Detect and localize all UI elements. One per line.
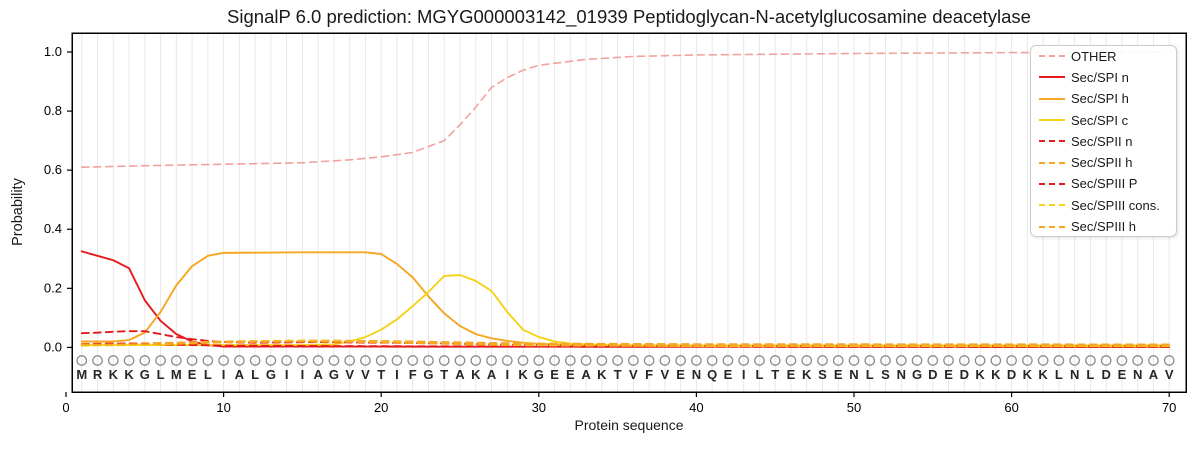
svg-text:E: E <box>1118 367 1127 382</box>
svg-text:Q: Q <box>707 367 717 382</box>
svg-text:S: S <box>818 367 827 382</box>
svg-text:F: F <box>645 367 653 382</box>
svg-text:E: E <box>676 367 685 382</box>
svg-text:K: K <box>991 367 1001 382</box>
svg-text:M: M <box>171 367 182 382</box>
svg-text:K: K <box>124 367 134 382</box>
svg-text:G: G <box>423 367 433 382</box>
svg-text:K: K <box>1023 367 1033 382</box>
svg-text:V: V <box>661 367 670 382</box>
svg-text:I: I <box>742 367 746 382</box>
svg-text:10: 10 <box>216 400 230 415</box>
svg-text:30: 30 <box>532 400 546 415</box>
svg-text:K: K <box>975 367 985 382</box>
svg-text:0.2: 0.2 <box>44 280 62 295</box>
svg-text:E: E <box>944 367 953 382</box>
svg-text:A: A <box>313 367 323 382</box>
svg-text:T: T <box>440 367 448 382</box>
svg-text:N: N <box>1070 367 1079 382</box>
svg-text:A: A <box>487 367 497 382</box>
svg-text:0.6: 0.6 <box>44 162 62 177</box>
svg-text:20: 20 <box>374 400 388 415</box>
svg-text:D: D <box>928 367 937 382</box>
svg-text:L: L <box>204 367 212 382</box>
svg-text:I: I <box>505 367 509 382</box>
svg-text:L: L <box>755 367 763 382</box>
svg-text:E: E <box>834 367 843 382</box>
svg-text:G: G <box>534 367 544 382</box>
svg-text:0.8: 0.8 <box>44 103 62 118</box>
svg-text:D: D <box>1101 367 1110 382</box>
svg-text:G: G <box>140 367 150 382</box>
svg-text:I: I <box>222 367 226 382</box>
svg-text:40: 40 <box>689 400 703 415</box>
svg-text:I: I <box>285 367 289 382</box>
svg-text:A: A <box>1149 367 1159 382</box>
svg-text:I: I <box>301 367 305 382</box>
svg-text:70: 70 <box>1162 400 1176 415</box>
svg-text:50: 50 <box>847 400 861 415</box>
svg-text:L: L <box>251 367 259 382</box>
svg-text:E: E <box>188 367 197 382</box>
svg-text:0.4: 0.4 <box>44 221 62 236</box>
svg-text:N: N <box>849 367 858 382</box>
svg-text:N: N <box>897 367 906 382</box>
svg-text:F: F <box>409 367 417 382</box>
svg-text:K: K <box>597 367 607 382</box>
svg-text:A: A <box>455 367 465 382</box>
svg-text:D: D <box>960 367 969 382</box>
svg-text:K: K <box>802 367 812 382</box>
svg-text:T: T <box>377 367 385 382</box>
svg-text:R: R <box>93 367 103 382</box>
svg-text:V: V <box>629 367 638 382</box>
svg-text:K: K <box>109 367 119 382</box>
svg-text:T: T <box>771 367 779 382</box>
svg-text:S: S <box>881 367 890 382</box>
svg-text:N: N <box>1133 367 1142 382</box>
svg-text:A: A <box>235 367 245 382</box>
svg-text:V: V <box>361 367 370 382</box>
svg-text:E: E <box>724 367 733 382</box>
svg-text:L: L <box>157 367 165 382</box>
svg-text:E: E <box>787 367 796 382</box>
svg-text:G: G <box>912 367 922 382</box>
svg-text:T: T <box>614 367 622 382</box>
svg-text:E: E <box>566 367 575 382</box>
svg-text:G: G <box>329 367 339 382</box>
svg-text:K: K <box>518 367 528 382</box>
svg-text:60: 60 <box>1004 400 1018 415</box>
svg-text:L: L <box>1055 367 1063 382</box>
svg-text:A: A <box>581 367 591 382</box>
svg-text:0.0: 0.0 <box>44 339 62 354</box>
svg-text:K: K <box>471 367 481 382</box>
svg-text:D: D <box>1007 367 1016 382</box>
svg-text:E: E <box>550 367 559 382</box>
svg-text:L: L <box>1086 367 1094 382</box>
svg-text:M: M <box>76 367 87 382</box>
svg-text:G: G <box>266 367 276 382</box>
svg-text:1.0: 1.0 <box>44 44 62 59</box>
svg-text:V: V <box>1165 367 1174 382</box>
svg-text:V: V <box>345 367 354 382</box>
svg-text:K: K <box>1038 367 1048 382</box>
svg-text:N: N <box>692 367 701 382</box>
svg-text:0: 0 <box>62 400 69 415</box>
svg-text:I: I <box>395 367 399 382</box>
svg-text:L: L <box>866 367 874 382</box>
